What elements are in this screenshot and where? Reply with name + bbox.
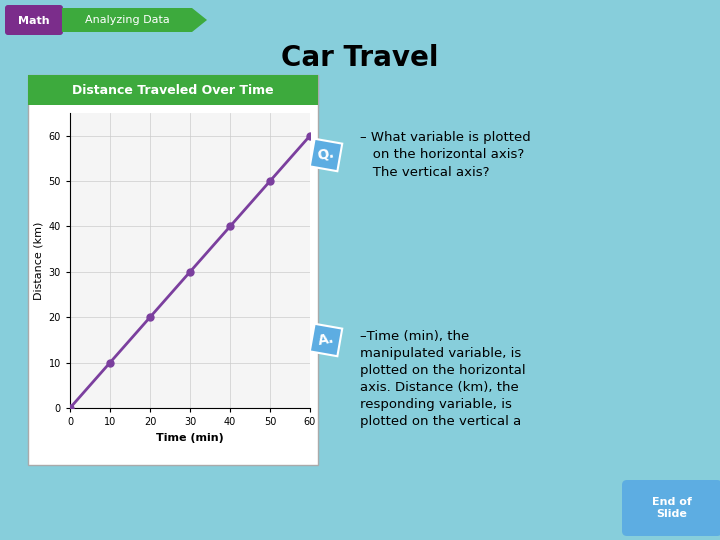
Text: Analyzing Data: Analyzing Data xyxy=(85,15,169,25)
Text: –Time (min), the
manipulated variable, is
plotted on the horizontal
axis. Distan: –Time (min), the manipulated variable, i… xyxy=(360,330,526,428)
FancyBboxPatch shape xyxy=(5,5,63,35)
Polygon shape xyxy=(310,324,342,356)
Text: – What variable is plotted
   on the horizontal axis?
   The vertical axis?: – What variable is plotted on the horizo… xyxy=(360,132,531,179)
Point xyxy=(144,313,156,321)
FancyBboxPatch shape xyxy=(28,75,318,105)
FancyBboxPatch shape xyxy=(622,480,720,536)
Text: A.: A. xyxy=(317,332,336,348)
Y-axis label: Distance (km): Distance (km) xyxy=(33,221,43,300)
Polygon shape xyxy=(310,139,342,171)
Text: Car Travel: Car Travel xyxy=(282,44,438,72)
Point xyxy=(264,177,276,185)
Point xyxy=(224,222,235,231)
FancyBboxPatch shape xyxy=(28,75,318,465)
Point xyxy=(64,404,76,413)
Point xyxy=(305,131,316,140)
Point xyxy=(184,267,196,276)
Text: Math: Math xyxy=(18,16,50,26)
Text: End of
Slide: End of Slide xyxy=(652,497,692,519)
X-axis label: Time (min): Time (min) xyxy=(156,433,224,443)
Text: Q.: Q. xyxy=(316,147,336,164)
Text: Distance Traveled Over Time: Distance Traveled Over Time xyxy=(72,84,274,97)
Point xyxy=(104,359,116,367)
Polygon shape xyxy=(62,8,207,32)
